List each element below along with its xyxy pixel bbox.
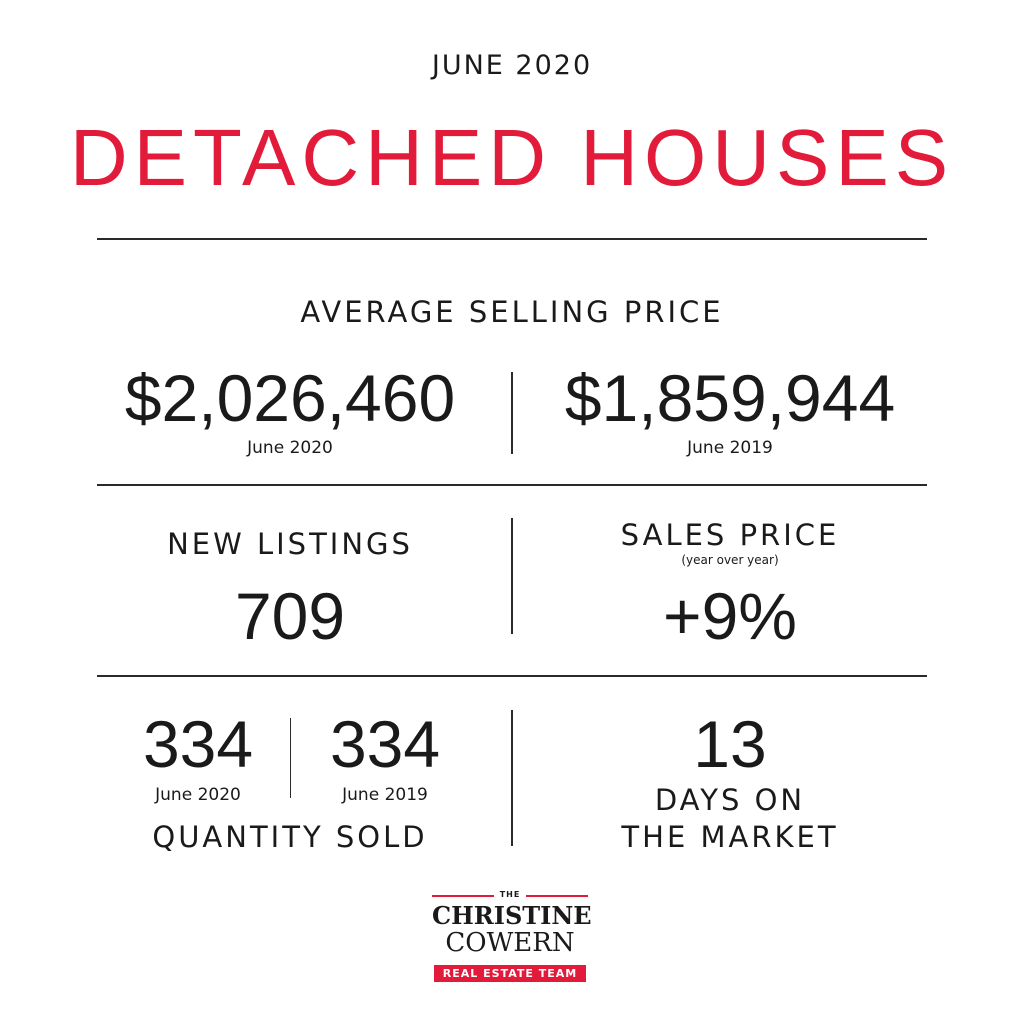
days-on-market-value: 13 (693, 707, 767, 781)
page-title: DETACHED HOUSES (69, 113, 955, 202)
quantity-sold-previous-value: 334 (329, 707, 441, 781)
new-listings-value: 709 (234, 579, 346, 653)
avg-price-heading: AVERAGE SELLING PRICE (300, 295, 724, 329)
logo-rule-right (526, 895, 588, 897)
quantity-sold-heading: QUANTITY SOLD (152, 820, 428, 854)
sales-price-subheading: (year over year) (681, 553, 779, 567)
quantity-sold-current-label: June 2020 (155, 785, 241, 805)
logo-rule-left (432, 895, 494, 897)
logo-name-line1: CHRISTINE (432, 901, 592, 930)
sales-price-heading: SALES PRICE (620, 518, 840, 552)
avg-price-previous-label: June 2019 (687, 438, 773, 458)
company-logo: THE CHRISTINE COWERN REAL ESTATE TEAM (432, 890, 592, 986)
logo-badge: REAL ESTATE TEAM (434, 965, 586, 982)
report-date: JUNE 2020 (431, 50, 593, 81)
days-on-market-line2: THE MARKET (621, 820, 839, 854)
divider-middle (97, 484, 927, 486)
listings-separator (511, 518, 513, 634)
divider-bottom (97, 675, 927, 677)
quantity-sold-separator (290, 718, 291, 798)
logo-name-line2: COWERN (445, 928, 575, 958)
avg-price-current-value: $2,026,460 (124, 361, 456, 435)
avg-price-previous-value: $1,859,944 (564, 361, 896, 435)
new-listings-heading: NEW LISTINGS (167, 527, 413, 561)
avg-price-separator (511, 372, 513, 454)
divider-top (97, 238, 927, 240)
quantity-sold-previous-label: June 2019 (342, 785, 428, 805)
days-on-market-line1: DAYS ON (654, 783, 806, 817)
avg-price-current-label: June 2020 (247, 438, 333, 458)
bottom-separator (511, 710, 513, 846)
logo-the: THE (499, 890, 521, 899)
sales-price-value: +9% (663, 579, 797, 653)
quantity-sold-current-value: 334 (142, 707, 254, 781)
